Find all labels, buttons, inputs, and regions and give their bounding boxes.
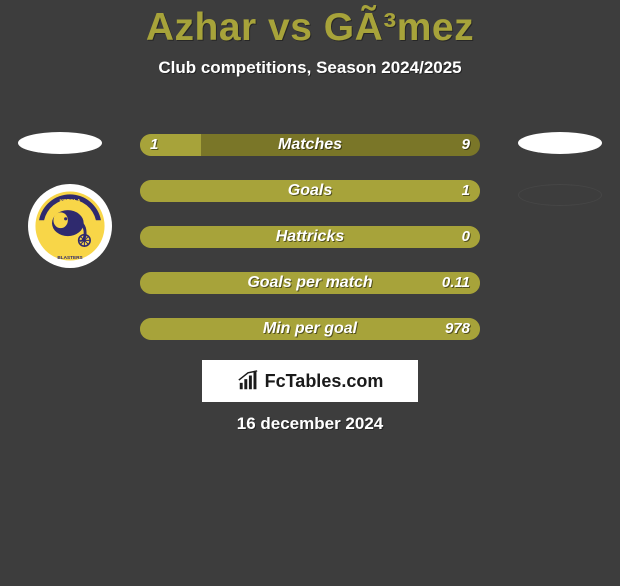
svg-text:KERALA: KERALA: [60, 199, 81, 205]
stat-row-goals: Goals1: [140, 180, 480, 202]
bar-value-right: 0.11: [442, 272, 470, 294]
brand-box[interactable]: FcTables.com: [202, 360, 418, 402]
subtitle: Club competitions, Season 2024/2025: [0, 58, 620, 78]
svg-text:BLASTERS: BLASTERS: [57, 255, 82, 260]
stat-row-matches: Matches1 9: [140, 134, 480, 156]
stat-row-hattricks: Hattricks0: [140, 226, 480, 248]
bar-value-right: 978: [445, 318, 470, 340]
bar-value-right: 9: [462, 134, 470, 156]
bar-label: Goals per match: [140, 272, 480, 294]
chart-icon: [237, 370, 259, 392]
player-right-placeholder: [518, 132, 602, 154]
kerala-blasters-icon: KERALA BLASTERS: [34, 190, 106, 262]
club-right-placeholder: [518, 184, 602, 206]
stat-row-goals-per-match: Goals per match0.11: [140, 272, 480, 294]
bar-label: Goals: [140, 180, 480, 202]
stat-row-min-per-goal: Min per goal978: [140, 318, 480, 340]
bar-value-left: 1: [150, 134, 158, 156]
player-left-placeholder: [18, 132, 102, 154]
bar-label: Matches: [140, 134, 480, 156]
bar-value-right: 1: [462, 180, 470, 202]
club-left-badge: KERALA BLASTERS: [28, 184, 112, 268]
bar-label: Min per goal: [140, 318, 480, 340]
date-text: 16 december 2024: [0, 414, 620, 434]
stats-chart: Matches19Goals1Hattricks0Goals per match…: [140, 134, 480, 364]
bar-value-right: 0: [462, 226, 470, 248]
brand-text: FcTables.com: [265, 371, 384, 392]
page-title: Azhar vs GÃ³mez: [0, 6, 620, 50]
bar-label: Hattricks: [140, 226, 480, 248]
